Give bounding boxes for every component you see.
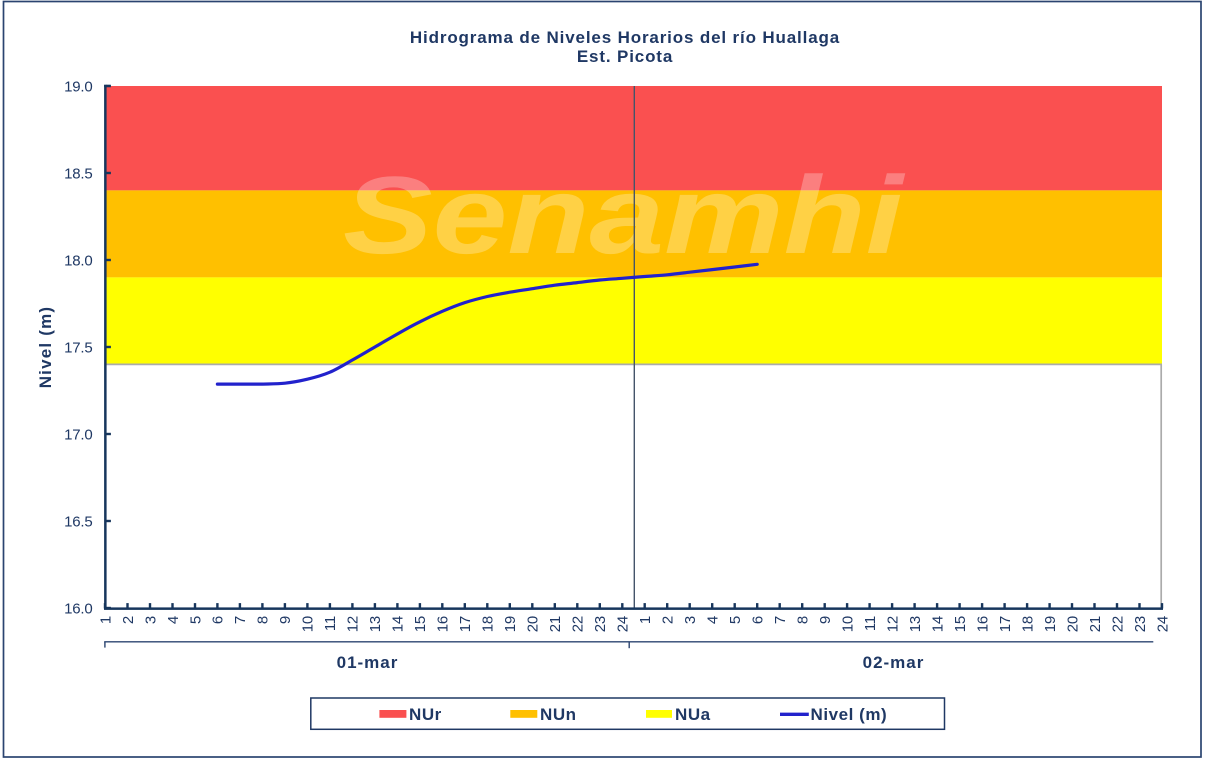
svg-text:22: 22 <box>570 616 587 632</box>
svg-text:21: 21 <box>1087 616 1104 632</box>
svg-text:17.0: 17.0 <box>64 426 92 443</box>
svg-text:8: 8 <box>795 616 812 624</box>
svg-text:24: 24 <box>1154 616 1171 632</box>
svg-text:17.5: 17.5 <box>64 339 92 356</box>
svg-text:3: 3 <box>142 616 159 624</box>
svg-text:NUn: NUn <box>540 705 577 724</box>
svg-text:8: 8 <box>255 616 272 624</box>
svg-text:19: 19 <box>502 616 519 632</box>
svg-text:16: 16 <box>435 616 452 632</box>
svg-text:12: 12 <box>884 616 901 632</box>
svg-text:14: 14 <box>390 616 407 632</box>
svg-text:2: 2 <box>660 616 677 624</box>
svg-text:Hidrograma de Niveles Horarios: Hidrograma de Niveles Horarios del río H… <box>410 28 840 47</box>
svg-text:16.0: 16.0 <box>64 600 92 617</box>
svg-text:16: 16 <box>974 616 991 632</box>
svg-text:21: 21 <box>547 616 564 632</box>
svg-text:22: 22 <box>1109 616 1126 632</box>
svg-text:Senamhi: Senamhi <box>343 154 906 277</box>
svg-text:5: 5 <box>187 616 204 624</box>
svg-text:4: 4 <box>705 616 722 624</box>
svg-text:11: 11 <box>322 616 339 631</box>
svg-text:6: 6 <box>750 616 767 624</box>
svg-text:NUr: NUr <box>409 705 442 724</box>
svg-text:7: 7 <box>232 616 249 624</box>
svg-text:10: 10 <box>839 616 856 632</box>
svg-text:16.5: 16.5 <box>64 513 92 530</box>
svg-text:18.0: 18.0 <box>64 252 92 269</box>
svg-text:10: 10 <box>300 616 317 632</box>
svg-text:1: 1 <box>97 616 114 624</box>
svg-text:1: 1 <box>637 616 654 624</box>
svg-text:23: 23 <box>592 616 609 632</box>
svg-text:2: 2 <box>120 616 137 624</box>
svg-text:02-mar: 02-mar <box>863 653 925 672</box>
svg-text:Est. Picota: Est. Picota <box>577 47 673 66</box>
svg-text:20: 20 <box>1064 616 1081 632</box>
svg-text:7: 7 <box>772 616 789 624</box>
svg-text:6: 6 <box>210 616 227 624</box>
svg-text:19.0: 19.0 <box>64 78 92 95</box>
svg-text:15: 15 <box>412 616 429 632</box>
svg-text:NUa: NUa <box>675 705 711 724</box>
svg-text:17: 17 <box>997 616 1014 632</box>
svg-text:17: 17 <box>457 616 474 632</box>
svg-text:Nivel (m): Nivel (m) <box>36 306 55 389</box>
svg-text:20: 20 <box>525 616 542 632</box>
svg-text:13: 13 <box>367 616 384 632</box>
svg-text:12: 12 <box>345 616 362 632</box>
svg-text:5: 5 <box>727 616 744 624</box>
svg-text:3: 3 <box>682 616 699 624</box>
svg-text:9: 9 <box>277 616 294 624</box>
svg-text:15: 15 <box>952 616 969 632</box>
svg-text:11: 11 <box>862 616 879 631</box>
svg-text:24: 24 <box>615 616 632 632</box>
svg-text:18.5: 18.5 <box>64 165 92 182</box>
svg-text:14: 14 <box>929 616 946 632</box>
svg-text:13: 13 <box>907 616 924 632</box>
svg-text:Nivel (m): Nivel (m) <box>811 705 888 724</box>
svg-text:19: 19 <box>1042 616 1059 632</box>
svg-text:18: 18 <box>1019 616 1036 632</box>
svg-text:9: 9 <box>817 616 834 624</box>
svg-text:23: 23 <box>1132 616 1149 632</box>
svg-text:18: 18 <box>480 616 497 632</box>
svg-text:4: 4 <box>165 616 182 624</box>
svg-text:01-mar: 01-mar <box>337 653 399 672</box>
